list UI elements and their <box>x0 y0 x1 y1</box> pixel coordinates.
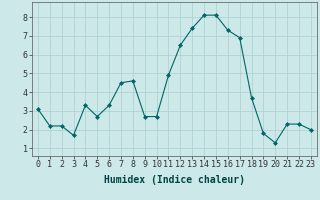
X-axis label: Humidex (Indice chaleur): Humidex (Indice chaleur) <box>104 175 245 185</box>
